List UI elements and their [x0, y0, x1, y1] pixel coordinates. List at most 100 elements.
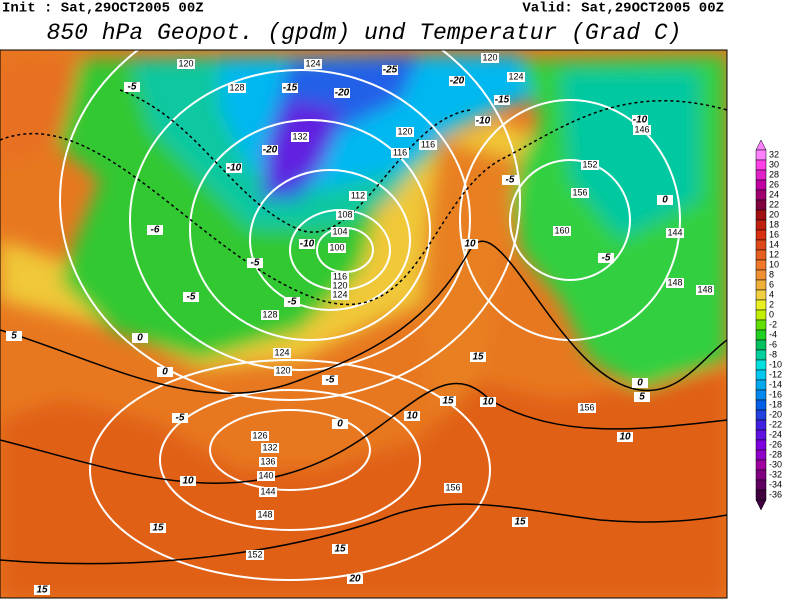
contour-label-box	[247, 258, 263, 268]
contour-label-box	[507, 72, 525, 82]
geopotential-label: 116	[393, 147, 407, 157]
contour-label-box	[696, 285, 714, 295]
colorbar-tick-label: 2	[769, 299, 774, 309]
colorbar-tick-label: 4	[769, 289, 774, 299]
map-frame	[0, 49, 728, 599]
contour-label-box	[334, 88, 350, 98]
temperature-label: 10	[482, 397, 494, 408]
colorbar-box	[755, 439, 767, 451]
contour-label-box	[274, 366, 292, 376]
geopotential-label: 128	[229, 82, 244, 92]
geopotential-label: 156	[572, 187, 587, 197]
contour-label-box	[331, 281, 349, 291]
contour-label-box	[177, 59, 195, 69]
contour-label-box	[291, 132, 309, 142]
map-title: 850 hPa Geopot. (gpdm) und Temperatur (G…	[47, 20, 682, 46]
contour-label-box	[481, 53, 499, 63]
init-time: Init : Sat,29OCT2005 00Z	[2, 1, 204, 17]
geopotential-label: 156	[579, 402, 594, 412]
colorbar-box	[755, 259, 767, 271]
geopotential-label: 120	[178, 58, 193, 68]
temperature-label: 0	[337, 419, 343, 430]
temperature-label: 10	[619, 432, 631, 443]
geopotential-label: 100	[329, 242, 344, 252]
colorbar-box	[755, 349, 767, 361]
geopotential-label: 126	[252, 430, 267, 440]
contour-label-box	[632, 115, 648, 125]
contour-label-box	[262, 145, 278, 155]
colorbar-box	[755, 459, 767, 471]
contour-label-box	[419, 140, 437, 150]
contour-label-box	[124, 82, 140, 92]
temperature-label: -5	[176, 413, 185, 424]
colorbar-tick-label: -28	[769, 449, 782, 459]
colorbar-tick-label: 12	[769, 249, 779, 259]
colorbar-tick-label: -14	[769, 379, 782, 389]
contour-label-box	[581, 160, 599, 170]
contour-label-box	[6, 331, 22, 341]
contour-label-box	[331, 227, 349, 237]
geopotential-label: 124	[274, 347, 289, 357]
geopotential-label: 120	[397, 126, 412, 136]
contour-label-box	[349, 191, 367, 201]
temperature-label: 0	[662, 195, 668, 206]
colorbar-box	[755, 199, 767, 211]
colorbar-box	[755, 469, 767, 481]
colorbar-box	[755, 239, 767, 251]
colorbar-tick-label: 30	[769, 159, 779, 169]
geopotential-label: 144	[667, 227, 682, 237]
geopotential-label: 108	[337, 209, 352, 219]
temperature-label: 10	[406, 411, 418, 422]
contour-label-box	[512, 517, 528, 527]
colorbar-tick-label: -36	[769, 489, 782, 499]
contour-label-box	[404, 411, 420, 421]
contour-label-box	[332, 419, 348, 429]
colorbar-tick-label: 18	[769, 219, 779, 229]
colorbar-tick-label: 22	[769, 199, 779, 209]
temperature-label: -20	[450, 76, 465, 87]
contour-label-box	[632, 378, 648, 388]
temperature-label: 5	[639, 392, 645, 403]
contour-label-box	[494, 95, 510, 105]
contour-label-box	[331, 272, 349, 282]
contour-label-box	[284, 297, 300, 307]
geopotential-label: 116	[333, 271, 347, 281]
contour-label-box	[571, 188, 589, 198]
temperature-label: -5	[128, 82, 137, 93]
geopotential-label: 156	[445, 482, 460, 492]
temperature-label: -5	[251, 258, 260, 269]
contour-label-box	[331, 290, 349, 300]
colorbar-box	[755, 379, 767, 391]
contour-label-box	[299, 239, 315, 249]
colorbar-box	[755, 429, 767, 441]
contour-label-box	[332, 544, 348, 554]
contour-label-box	[470, 352, 486, 362]
colorbar-box	[755, 319, 767, 331]
temperature-label: 10	[464, 239, 476, 250]
colorbar-tick-label: -12	[769, 369, 782, 379]
colorbar-tick-label: -2	[769, 319, 777, 329]
geopotential-label: 152	[582, 159, 597, 169]
temperature-label: 15	[472, 352, 484, 363]
colorbar-box	[755, 399, 767, 411]
contour-label-box	[347, 574, 363, 584]
contour-label-box	[633, 125, 651, 135]
colorbar-tick-label: -26	[769, 439, 782, 449]
temperature-label: -20	[335, 88, 350, 99]
contour-label-box	[444, 483, 462, 493]
contour-label-box	[440, 396, 456, 406]
geopotential-label: 132	[262, 442, 277, 452]
temperature-label: -5	[288, 297, 297, 308]
colorbar-tick-label: 16	[769, 229, 779, 239]
contour-label-box	[251, 431, 269, 441]
contour-label-box	[259, 457, 277, 467]
geopotential-label: 104	[332, 226, 347, 236]
temperature-label: 15	[514, 517, 526, 528]
contour-label-box	[228, 83, 246, 93]
colorbar-box	[755, 289, 767, 301]
colorbar-box	[755, 169, 767, 181]
colorbar-tick-label: 6	[769, 279, 774, 289]
colorbar-box	[755, 369, 767, 381]
contour-label-box	[150, 523, 166, 533]
contour-label-box	[462, 239, 478, 249]
